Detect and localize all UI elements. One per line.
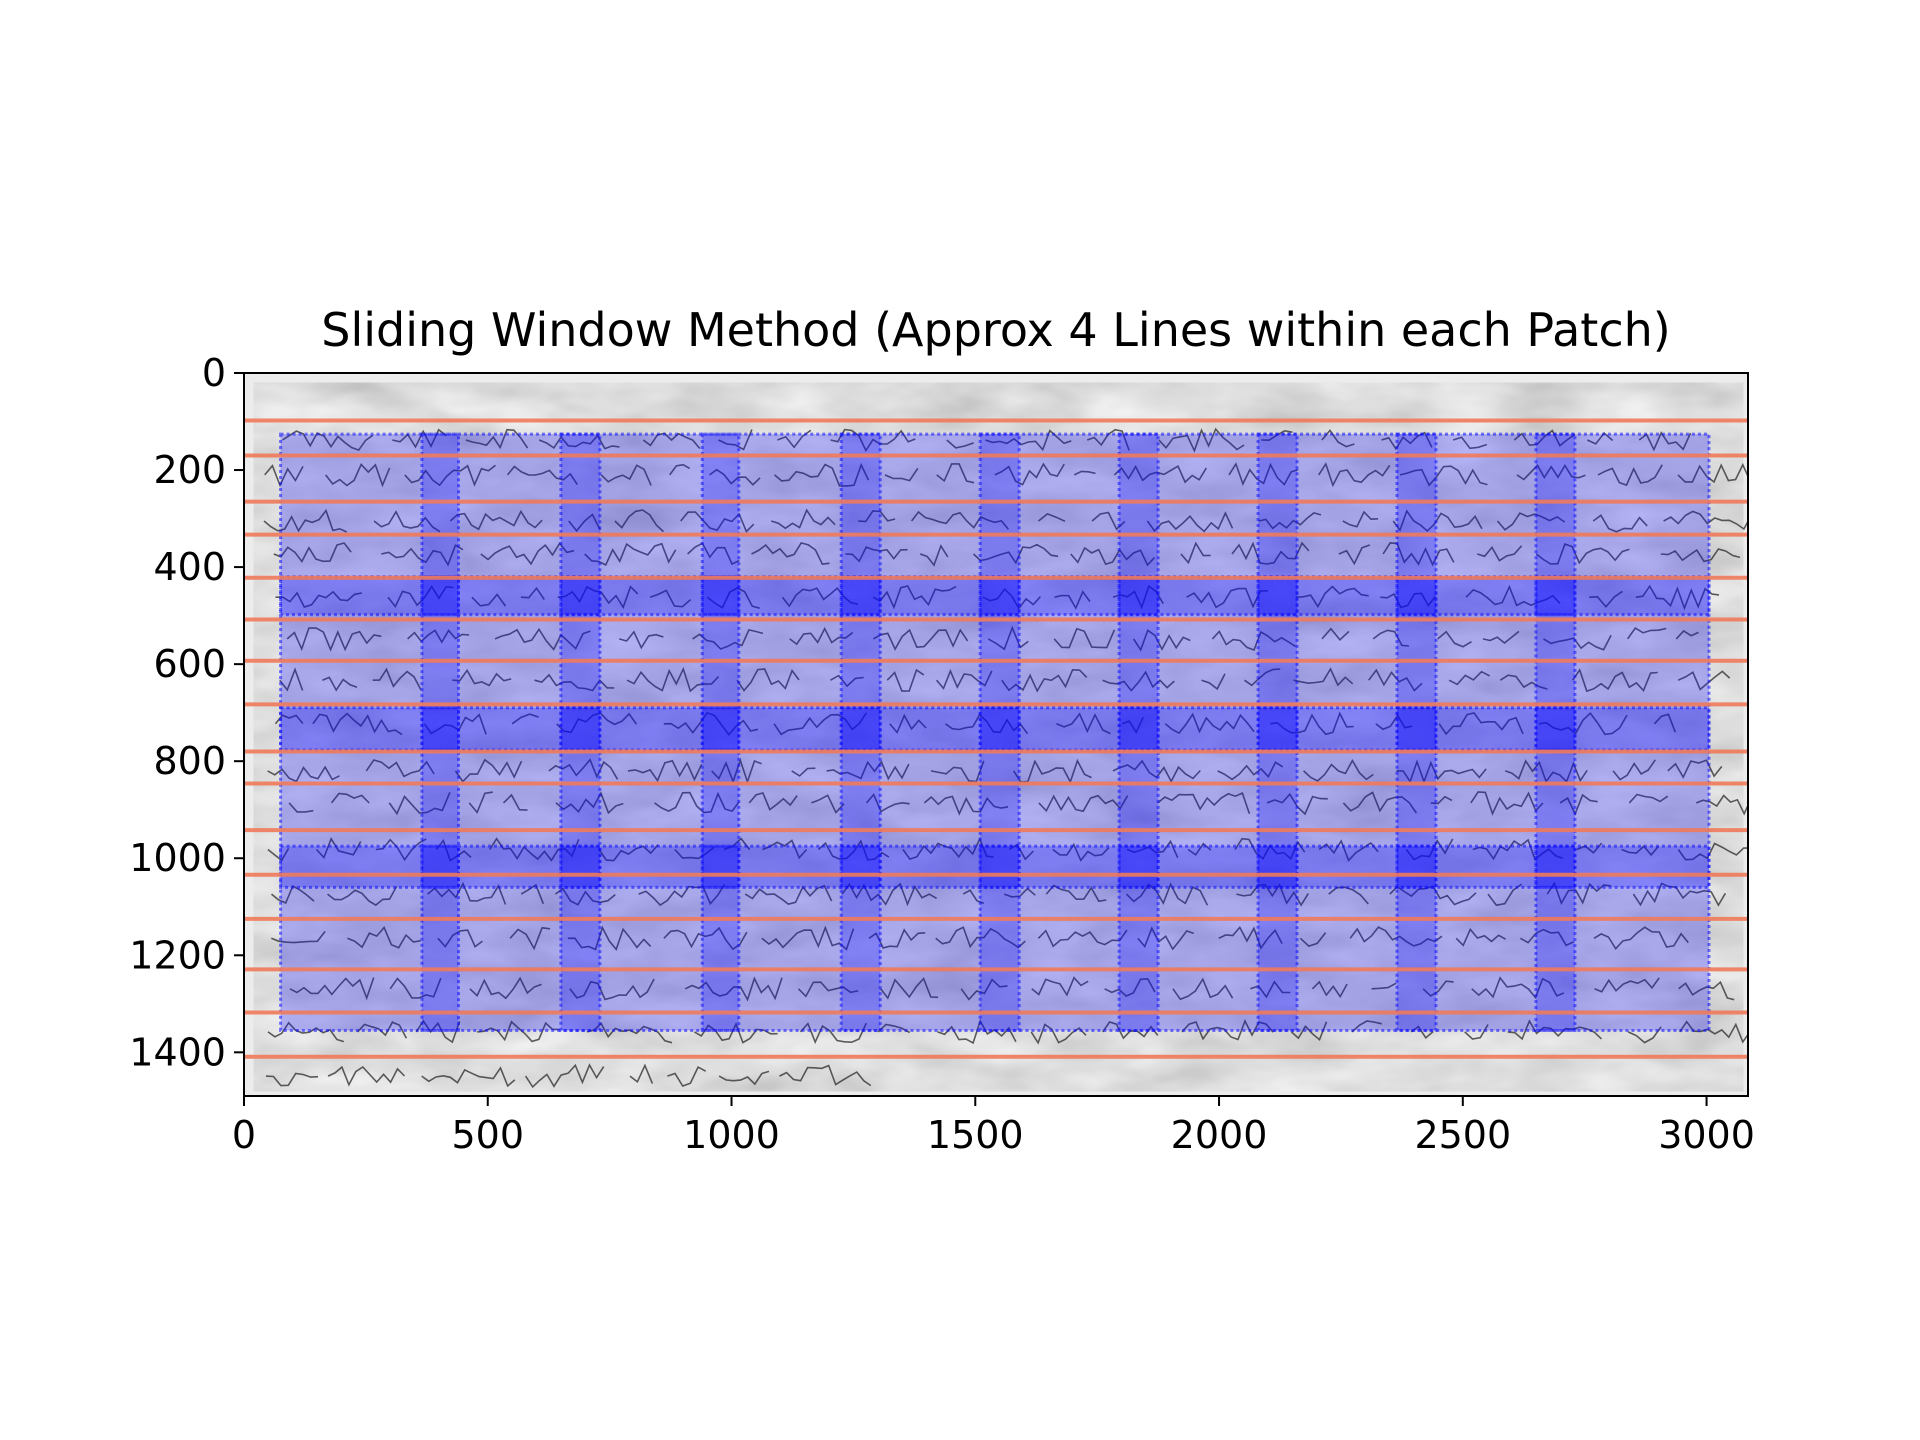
chart-title: Sliding Window Method (Approx 4 Lines wi… (321, 303, 1670, 357)
sliding-window-patch (978, 575, 1160, 752)
sliding-window-patch (1534, 432, 1711, 617)
x-tick-label: 3000 (1658, 1113, 1755, 1157)
text-line-markers (244, 418, 1748, 1059)
sliding-window-patch (1534, 575, 1711, 752)
sliding-window-patch (978, 844, 1160, 1032)
handwriting-stroke (289, 976, 1735, 1002)
sliding-window-patch (420, 432, 602, 617)
plot-frame (243, 372, 1749, 1097)
handwriting-stroke (279, 666, 1731, 693)
sliding-window-patch (420, 844, 602, 1032)
sliding-window-patch (1256, 844, 1438, 1032)
y-tick-label: 800 (153, 739, 226, 783)
sliding-window-patch (1395, 706, 1577, 889)
sliding-window-patch (839, 432, 1021, 617)
sliding-window-patch (839, 706, 1021, 889)
handwriting-stroke (265, 1063, 872, 1089)
sliding-window-patch (978, 432, 1160, 617)
sliding-window-patch (279, 706, 461, 889)
sliding-window-patch (279, 575, 461, 752)
x-tick-label: 2000 (1171, 1113, 1268, 1157)
y-tick-label: 400 (153, 545, 226, 589)
y-tick-label: 1000 (129, 836, 226, 880)
sliding-window-patch (1117, 844, 1299, 1032)
y-tick-label: 600 (153, 642, 226, 686)
sliding-window-patch (1117, 575, 1299, 752)
sliding-window-patch (559, 844, 741, 1032)
sliding-window-patch (279, 432, 461, 617)
sliding-window-patch (700, 706, 882, 889)
sliding-window-patch (700, 432, 882, 617)
handwriting-stroke (263, 508, 1748, 534)
patch-windows (279, 432, 1711, 1032)
x-tick-label: 0 (232, 1113, 256, 1157)
handwriting-stroke (267, 837, 1748, 862)
y-tick-label: 0 (202, 351, 226, 395)
handwriting-stroke (274, 711, 1677, 736)
sliding-window-patch (1395, 844, 1577, 1032)
sliding-window-patch (1534, 706, 1711, 889)
sliding-window-patch (559, 432, 741, 617)
plot-area (244, 373, 1748, 1096)
sliding-window-patch (700, 844, 882, 1032)
sliding-window-patch (1256, 432, 1438, 617)
sliding-window-patch (839, 844, 1021, 1032)
y-axis: 0 200 400 600 800 1000 1200 1400 (129, 351, 244, 1074)
sliding-window-patch (1256, 706, 1438, 889)
handwriting-stroke (264, 462, 1748, 488)
sliding-window-patch (839, 575, 1021, 752)
x-tick-label: 500 (451, 1113, 524, 1157)
sliding-window-patch (700, 575, 882, 752)
sliding-window-patch (978, 706, 1160, 889)
sliding-window-patch (1534, 844, 1711, 1032)
x-tick-label: 1000 (683, 1113, 780, 1157)
sliding-window-patch (279, 844, 461, 1032)
sliding-window-patch (1117, 432, 1299, 617)
sliding-window-patch (1117, 706, 1299, 889)
y-tick-label: 1400 (129, 1030, 226, 1074)
sliding-window-patch (1256, 575, 1438, 752)
y-tick-label: 200 (153, 448, 226, 492)
sliding-window-patch (1395, 432, 1577, 617)
y-tick-label: 1200 (129, 933, 226, 977)
handwriting-stroke (275, 584, 1720, 611)
sliding-window-patch (559, 706, 741, 889)
handwriting-stroke (286, 625, 1699, 652)
sliding-window-patch (420, 706, 602, 889)
x-tick-label: 1500 (927, 1113, 1024, 1157)
handwriting-stroke (267, 757, 1723, 785)
sliding-window-patch (1395, 575, 1577, 752)
x-axis: 0 500 1000 1500 2000 2500 3000 (232, 1096, 1755, 1157)
x-tick-label: 2500 (1414, 1113, 1511, 1157)
